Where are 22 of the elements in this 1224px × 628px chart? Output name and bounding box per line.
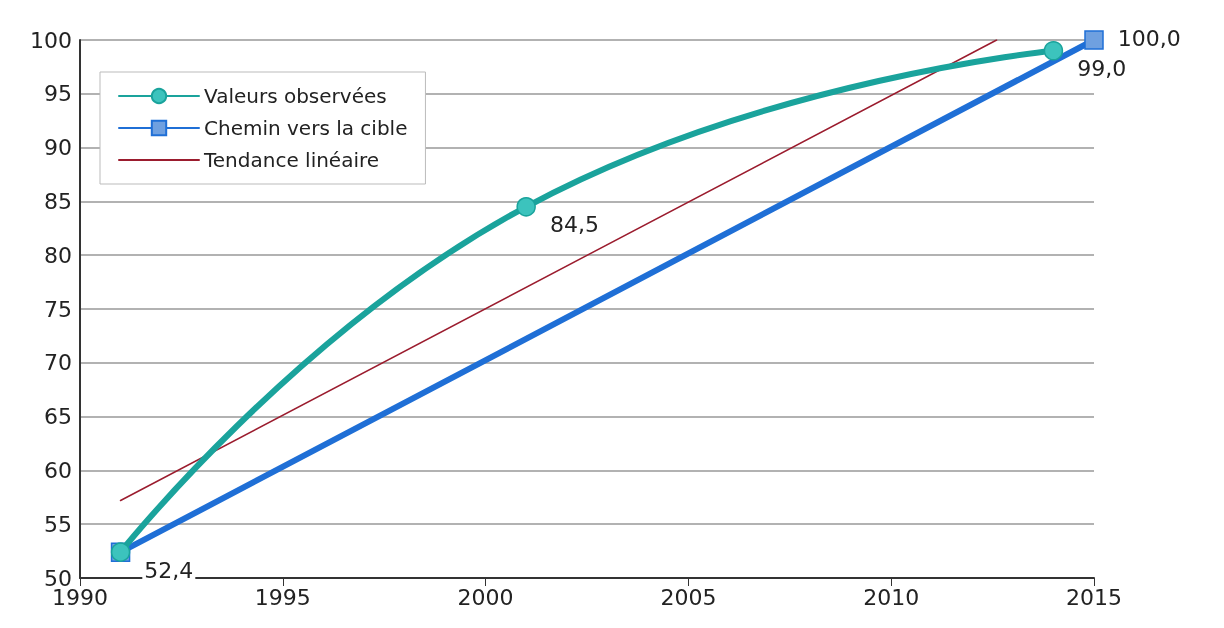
data-label: 100,0 <box>1117 25 1181 51</box>
y-tick-label: 75 <box>44 296 72 322</box>
data-label: 99,0 <box>1077 56 1127 82</box>
y-tick-label: 55 <box>44 511 72 537</box>
y-tick-label: 90 <box>44 135 72 161</box>
data-label: 84,5 <box>549 212 599 238</box>
y-tick-label: 70 <box>44 350 72 376</box>
y-tick-label: 95 <box>44 81 72 107</box>
y-tick-label: 65 <box>44 404 72 430</box>
x-tick-label: 2015 <box>1066 584 1122 610</box>
legend-label: Tendance linéaire <box>203 148 380 172</box>
data-label: 52,4 <box>144 557 194 583</box>
x-tick-label: 2010 <box>863 584 920 610</box>
legend-label: Chemin vers la cible <box>204 116 408 140</box>
y-tick-label: 85 <box>44 188 72 214</box>
legend-label: Valeurs observées <box>204 84 387 108</box>
y-tick-label: 60 <box>44 457 72 483</box>
y-tick-label: 100 <box>30 27 72 53</box>
y-tick-label: 80 <box>44 242 72 268</box>
x-tick-label: 1995 <box>254 584 311 610</box>
x-tick-label: 2005 <box>660 584 717 610</box>
x-tick-label: 2000 <box>457 584 514 610</box>
